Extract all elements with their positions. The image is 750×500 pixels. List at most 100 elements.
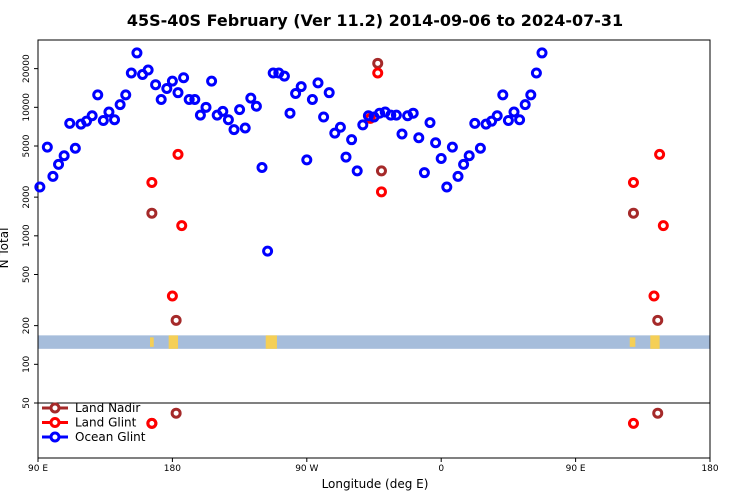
land-glint-point xyxy=(657,220,669,232)
x-axis-label: Longitude (deg E) xyxy=(322,477,429,491)
ocean-glint-point xyxy=(497,89,509,101)
y-axis-ticks: 50 100 200 500 1000 2000 5000 10000 20000 xyxy=(22,54,38,409)
ocean-glint-point xyxy=(194,109,206,121)
ocean-glint-point xyxy=(362,110,374,122)
ocean-glint-point xyxy=(166,75,178,87)
y-tick-label: 5000 xyxy=(22,134,32,157)
land-nadir-outside-point xyxy=(170,407,182,419)
chart-title: 45S-40S February (Ver 11.2) 2014-09-06 t… xyxy=(127,11,623,30)
ocean-glint-point xyxy=(125,67,137,79)
ocean-glint-point xyxy=(396,128,408,140)
ocean-glint-point xyxy=(374,107,386,119)
ocean-glint-point xyxy=(262,245,274,257)
ocean-glint-point xyxy=(103,106,115,118)
ocean-glint-point xyxy=(58,150,70,162)
ocean-glint-point xyxy=(329,127,341,139)
ocean-glint-point xyxy=(424,117,436,129)
ocean-glint-point xyxy=(41,141,53,153)
ocean-glint-point xyxy=(53,158,65,170)
land-mark xyxy=(168,335,178,349)
ocean-glint-point xyxy=(357,119,369,131)
ocean-glint-point xyxy=(47,170,59,182)
y-tick-label: 200 xyxy=(22,317,32,334)
ocean-glint-point xyxy=(172,87,184,99)
land-band-rect xyxy=(38,335,710,349)
ocean-glint-point xyxy=(491,110,503,122)
ocean-glint-point xyxy=(519,99,531,111)
x-tick-label: 180 xyxy=(701,464,718,474)
ocean-glint-point xyxy=(469,117,481,129)
y-tick-label: 20000 xyxy=(22,54,32,83)
land-nadir-point xyxy=(170,314,182,326)
x-tick-label: 180 xyxy=(164,464,181,474)
legend-marker xyxy=(49,402,61,414)
ocean-glint-point xyxy=(508,106,520,118)
ocean-glint-point xyxy=(250,100,262,112)
ocean-glint-point xyxy=(97,114,109,126)
land-glint-point xyxy=(627,176,639,188)
land-mark xyxy=(150,337,154,347)
ocean-glint-point xyxy=(161,83,173,95)
ocean-glint-point xyxy=(301,154,313,166)
ocean-glint-point xyxy=(256,162,268,174)
ocean-glint-point xyxy=(290,88,302,100)
ocean-glint-point xyxy=(502,114,514,126)
ocean-glint-point xyxy=(295,81,307,93)
y-tick-label: 500 xyxy=(22,266,32,283)
ocean-glint-point xyxy=(150,79,162,91)
land-nadir-outside-point xyxy=(652,407,664,419)
land-glint-point xyxy=(166,290,178,302)
ocean-glint-point xyxy=(155,94,167,106)
ocean-glint-point xyxy=(86,110,98,122)
x-tick-label: 0 xyxy=(438,464,444,474)
ocean-glint-point xyxy=(334,121,346,133)
ocean-glint-point xyxy=(120,89,132,101)
land-mark xyxy=(650,335,660,349)
plot-frame xyxy=(37,39,711,459)
ocean-glint-point xyxy=(318,111,330,123)
land-mark xyxy=(265,335,277,349)
land-glint-point xyxy=(372,67,384,79)
ocean-glint-point xyxy=(418,167,430,179)
ocean-glint-point xyxy=(245,92,257,104)
land-glint-point xyxy=(654,148,666,160)
ocean-glint-point xyxy=(446,141,458,153)
ocean-glint-point xyxy=(284,107,296,119)
ocean-glint-point xyxy=(413,132,425,144)
ocean-glint-point xyxy=(278,70,290,82)
land-glint-outside-point xyxy=(627,417,639,429)
ocean-glint-point xyxy=(514,114,526,126)
ocean-glint-point xyxy=(109,114,121,126)
x-axis-ticks: 90 E 180 90 W 0 90 E 180 xyxy=(28,458,719,474)
ocean-glint-point xyxy=(530,67,542,79)
legend-label: Land Glint xyxy=(75,416,137,430)
ocean-glint-point xyxy=(34,181,46,193)
ocean-glint-point xyxy=(430,137,442,149)
land-nadir-point xyxy=(372,57,384,69)
y-tick-label: 100 xyxy=(22,355,32,372)
ocean-glint-point xyxy=(222,114,234,126)
ocean-glint-point xyxy=(474,142,486,154)
ocean-glint-point xyxy=(312,77,324,89)
x-tick-label: 90 W xyxy=(295,464,318,474)
ocean-glint-point xyxy=(183,94,195,106)
land-glint-point xyxy=(146,176,158,188)
x-tick-label: 90 E xyxy=(566,464,586,474)
ocean-glint-point xyxy=(407,107,419,119)
ocean-glint-point xyxy=(69,142,81,154)
x-tick-label: 90 E xyxy=(28,464,48,474)
land-nadir-point xyxy=(652,314,664,326)
ocean-glint-point xyxy=(178,72,190,84)
land-glint-point xyxy=(375,186,387,198)
land-nadir-point xyxy=(627,207,639,219)
ocean-glint-point xyxy=(200,101,212,113)
ocean-glint-point xyxy=(441,181,453,193)
ocean-glint-point xyxy=(390,109,402,121)
ocean-glint-point xyxy=(536,47,548,59)
land-band xyxy=(38,335,710,349)
land-glint-outside-point xyxy=(146,417,158,429)
land-nadir-point xyxy=(146,207,158,219)
ocean-glint-point xyxy=(340,151,352,163)
land-glint-point xyxy=(172,148,184,160)
